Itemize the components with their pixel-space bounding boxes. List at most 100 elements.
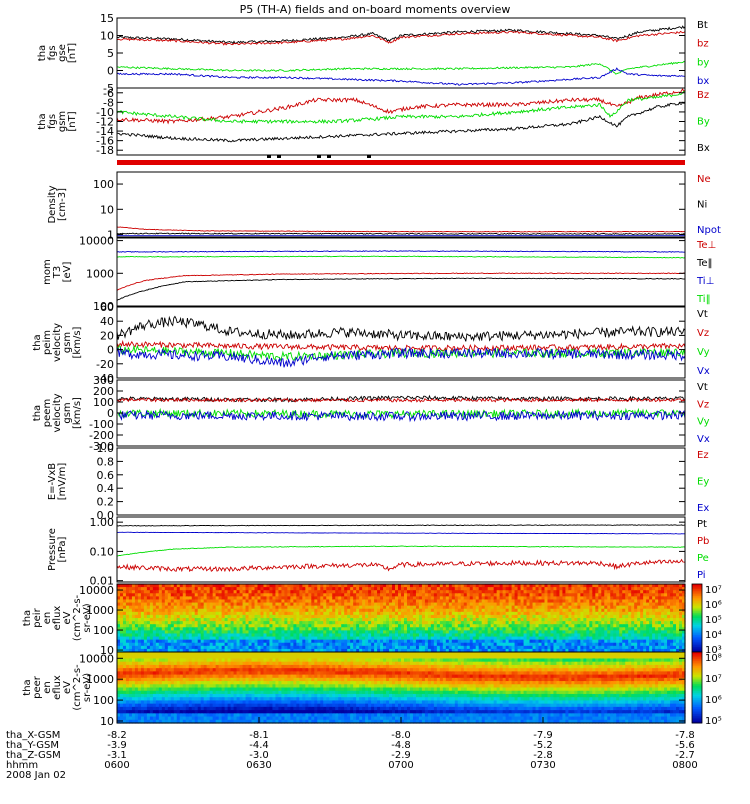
status-mark — [277, 155, 281, 158]
panel-frame-efield — [117, 448, 685, 515]
status-mark — [317, 155, 321, 158]
series-line-temperature-2 — [117, 251, 685, 253]
legend-entry: Te⊥ — [696, 240, 716, 251]
legend-entry: Bx — [697, 143, 710, 154]
legend-entry: Vz — [697, 399, 709, 410]
legend-entry: Pe — [697, 553, 709, 564]
y-tick-label: 1000 — [86, 267, 114, 280]
y-axis-label: sr-eV) — [82, 603, 93, 632]
legend-entry: Ti⊥ — [696, 276, 714, 287]
colorbar-tick-label: 10⁵ — [705, 716, 722, 727]
y-tick-label: 100 — [93, 694, 114, 707]
series-line-fgs-gse-3 — [117, 68, 685, 85]
colorbar-tick-label: 10⁴ — [705, 630, 722, 641]
status-bar — [117, 160, 685, 165]
y-tick-label: 0.2 — [97, 496, 115, 509]
y-axis-label: [km/s] — [72, 397, 83, 429]
series-line-fgs-gsm-2 — [117, 102, 685, 142]
spectrogram-cells-peer-spec — [117, 652, 686, 724]
orbit-row-value: 0630 — [246, 760, 271, 771]
panel-frame-density — [117, 172, 685, 237]
legend-entry: Pt — [697, 519, 707, 530]
status-mark — [267, 155, 271, 158]
series-line-fgs-gse-2 — [117, 61, 685, 74]
y-tick-label: 10 — [100, 30, 114, 43]
legend-entry: Ti‖ — [696, 294, 711, 305]
y-tick-label: 0.10 — [90, 545, 115, 558]
legend-entry: Ey — [697, 477, 709, 488]
panel-frame-fgs-gse — [117, 18, 685, 88]
series-line-temperature-3 — [117, 256, 685, 258]
y-tick-label: 0.6 — [97, 469, 115, 482]
y-axis-label: [mV/m] — [57, 463, 68, 501]
legend-entry: by — [697, 57, 709, 68]
legend-entry: Vx — [697, 434, 710, 445]
legend-entry: Ez — [697, 450, 709, 461]
colorbar-tick-label: 10⁷ — [705, 674, 722, 685]
series-line-pressure-3 — [117, 532, 685, 534]
series-line-peim-vel-3 — [117, 348, 685, 367]
legend-entry: Bt — [697, 20, 708, 31]
y-tick-label: 100 — [93, 624, 114, 637]
y-tick-label: 10 — [100, 715, 114, 728]
y-tick-label: 0.8 — [97, 455, 115, 468]
legend-entry: bx — [697, 76, 709, 87]
chart-title: P5 (TH-A) fields and on-board moments ov… — [240, 3, 511, 16]
y-tick-label: 0 — [107, 344, 114, 357]
legend-entry: Ne — [697, 174, 711, 185]
series-line-fgs-gsm-1 — [117, 91, 685, 123]
legend-entry: Npot — [697, 225, 721, 236]
y-tick-label: 0 — [107, 65, 114, 78]
legend-entry: Te‖ — [696, 258, 713, 269]
colorbar-tick-label: 10⁶ — [705, 600, 722, 611]
y-axis-label: [nT] — [67, 111, 78, 131]
y-tick-label: 1.0 — [97, 442, 115, 455]
panel-frame-fgs-gsm — [117, 88, 685, 155]
y-tick-label: 10000 — [79, 235, 114, 248]
legend-entry: Vz — [697, 328, 709, 339]
panel-frame-pressure — [117, 517, 685, 582]
spectrogram-cells-peir-spec — [117, 584, 686, 653]
y-axis-label: [nT] — [67, 43, 78, 63]
y-axis-label: [eV] — [62, 262, 73, 283]
y-tick-label: 10000 — [79, 584, 114, 597]
legend-entry: Pi — [697, 570, 706, 581]
series-line-temperature-1 — [117, 278, 685, 300]
y-tick-label: 60 — [100, 301, 114, 314]
y-axis-label: [km/s] — [72, 326, 83, 358]
y-tick-label: 15 — [100, 12, 114, 25]
legend-entry: Vt — [697, 309, 708, 320]
colorbar-tick-label: 10⁷ — [705, 585, 722, 596]
panel-frame-temperature — [117, 238, 685, 306]
y-tick-label: 20 — [100, 329, 114, 342]
y-tick-label: 100 — [93, 178, 114, 191]
legend-entry: Vt — [697, 382, 708, 393]
y-tick-label: -18 — [96, 144, 114, 157]
orbit-row-value: 0600 — [104, 760, 129, 771]
legend-entry: Bz — [697, 90, 709, 101]
y-axis-label: [nPa] — [57, 536, 68, 562]
y-axis-label: [cm-3] — [57, 188, 68, 221]
y-tick-label: 10 — [100, 203, 114, 216]
status-mark — [367, 155, 371, 158]
legend-entry: Pb — [697, 536, 709, 547]
series-line-density-0 — [117, 227, 685, 232]
series-line-density-1 — [117, 233, 685, 235]
series-line-pressure-1 — [117, 560, 685, 572]
series-line-peim-vel-1 — [117, 342, 685, 351]
legend-entry: Ni — [697, 200, 707, 211]
legend-entry: Vx — [697, 366, 710, 377]
series-line-fgs-gse-1 — [117, 31, 685, 45]
orbit-row-value: 0800 — [672, 760, 697, 771]
legend-entry: Vy — [697, 417, 710, 428]
legend-entry: Vy — [697, 347, 710, 358]
y-tick-label: 1.00 — [90, 516, 115, 529]
legend-entry: bz — [697, 39, 709, 50]
y-axis-label: sr-eV) — [82, 673, 93, 702]
legend-entry: By — [697, 117, 710, 128]
y-tick-label: 10000 — [79, 652, 114, 665]
colorbar-tick-label: 10⁵ — [705, 615, 722, 626]
y-tick-label: 40 — [100, 315, 114, 328]
y-tick-label: 5 — [107, 47, 114, 60]
